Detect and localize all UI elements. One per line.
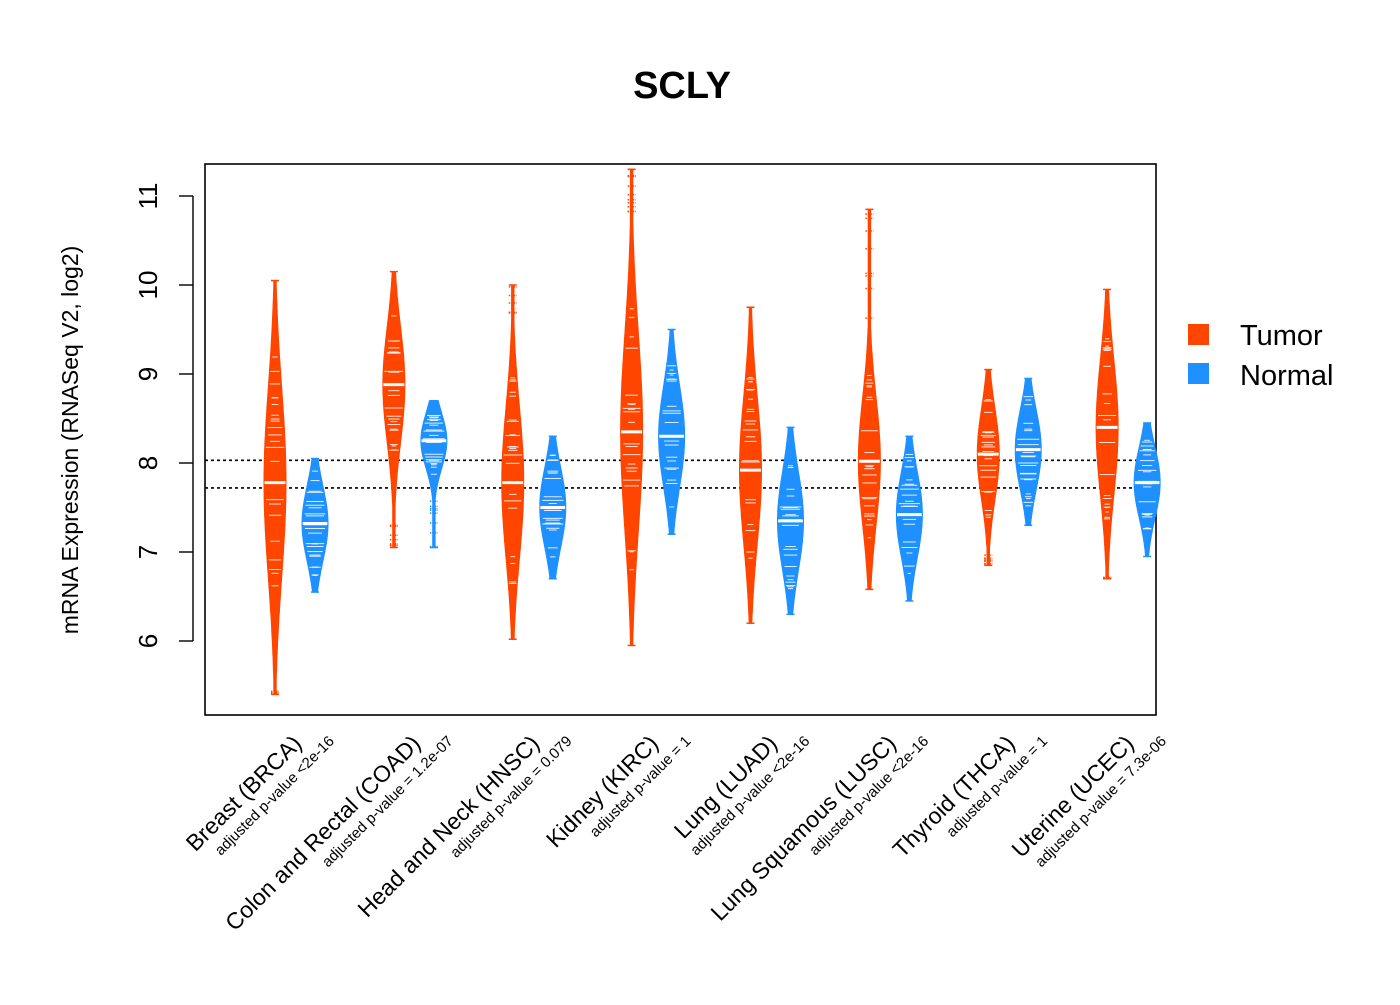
tumor-violin-body <box>739 306 762 624</box>
legend: Tumor Normal <box>1188 320 1333 392</box>
tumor-violin-body <box>501 284 525 640</box>
tumor-violin <box>976 368 1000 567</box>
tumor-violin <box>501 284 525 640</box>
normal-violin <box>1014 377 1042 527</box>
y-tick-label: 6 <box>133 634 163 648</box>
chart-title: SCLY <box>633 65 731 107</box>
normal-violin <box>420 399 448 549</box>
y-tick-label: 11 <box>133 183 163 210</box>
legend-label-tumor: Tumor <box>1240 320 1323 352</box>
tumor-violin-body <box>976 369 1000 566</box>
normal-violin <box>1133 422 1161 558</box>
tumor-violin-body <box>382 271 406 548</box>
tumor-violin <box>739 306 762 624</box>
tumor-violin <box>263 279 287 696</box>
category-group <box>620 168 686 647</box>
normal-violin-body <box>658 329 686 535</box>
plot-frame <box>204 163 1157 716</box>
category-group <box>1095 288 1161 580</box>
tumor-violin <box>382 270 406 549</box>
y-axis-label: mRNA Expression (RNASeq V2, log2) <box>57 246 83 635</box>
violin-series <box>263 168 1161 696</box>
normal-violin-body <box>1014 378 1042 526</box>
normal-violin <box>777 426 804 616</box>
y-tick-label: 8 <box>133 456 163 470</box>
x-tick-label: Colon and Rectal (COAD) <box>220 730 425 935</box>
category-group <box>857 208 923 602</box>
normal-violin-body <box>301 458 329 593</box>
y-tick-label: 10 <box>133 271 163 300</box>
normal-violin <box>301 457 329 593</box>
category-group <box>263 279 329 696</box>
normal-violin <box>658 328 686 535</box>
y-axis: 6 7 8 9 10 11 <box>133 183 194 648</box>
legend-label-normal: Normal <box>1240 360 1333 392</box>
legend-swatch-tumor <box>1188 324 1209 345</box>
tumor-violin-body <box>1095 289 1119 580</box>
tumor-violin-body <box>620 168 644 646</box>
y-tick-label: 9 <box>133 367 163 381</box>
legend-swatch-normal <box>1188 363 1209 384</box>
normal-violin <box>895 435 923 602</box>
x-axis-labels: Breast (BRCA)adjusted p-value <2e-16Colo… <box>181 730 1170 935</box>
normal-violin <box>539 435 567 580</box>
category-group <box>382 270 448 549</box>
tumor-violin <box>1095 288 1119 580</box>
category-group <box>501 284 567 640</box>
tumor-violin-body <box>263 280 287 695</box>
category-group <box>976 368 1042 567</box>
tumor-violin <box>857 208 881 591</box>
category-group <box>739 306 804 624</box>
tumor-violin <box>620 168 644 647</box>
y-tick-label: 7 <box>133 545 163 559</box>
